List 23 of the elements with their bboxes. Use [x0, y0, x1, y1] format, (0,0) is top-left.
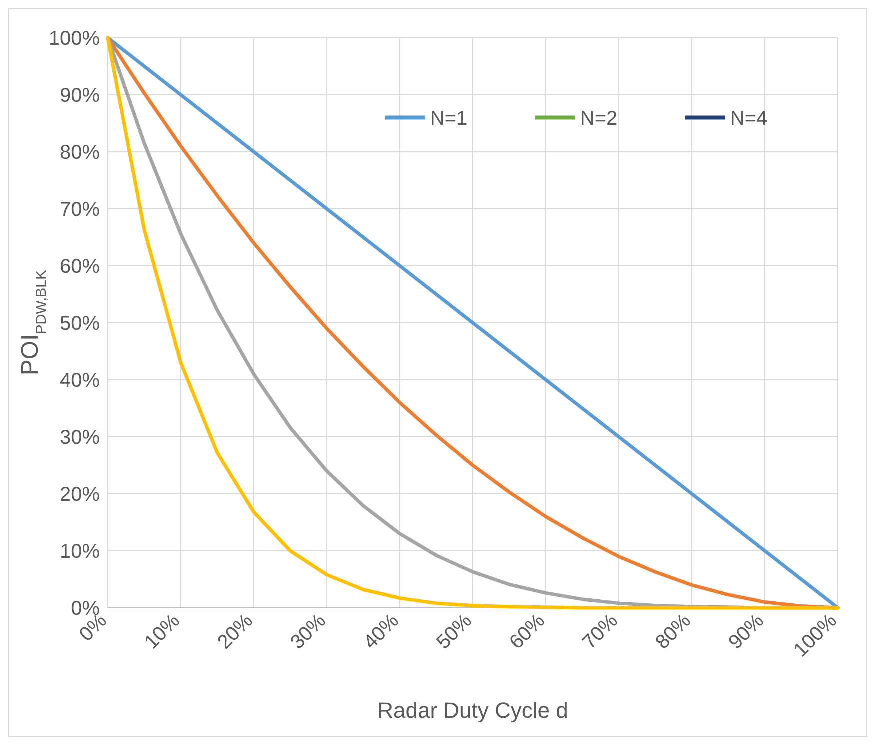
y-tick-label: 80%: [60, 142, 100, 164]
y-tick-label: 50%: [60, 313, 100, 335]
y-tick-label: 20%: [60, 484, 100, 506]
y-tick-label: 10%: [60, 541, 100, 563]
legend-label: N=4: [730, 108, 768, 130]
legend-label: N=1: [430, 108, 468, 130]
y-tick-label: 70%: [60, 199, 100, 221]
y-tick-label: 40%: [60, 370, 100, 392]
x-tick-label: 50%: [432, 610, 477, 654]
legend-label: N=2: [580, 108, 618, 130]
x-tick-label: 70%: [578, 610, 623, 654]
y-tick-label: 30%: [60, 427, 100, 449]
y-tick-label: 90%: [60, 85, 100, 107]
x-tick-label: 10%: [140, 610, 185, 654]
y-tick-label: 100%: [48, 28, 100, 50]
x-tick-label: 90%: [724, 610, 769, 654]
line-series: [106, 36, 840, 610]
x-tick-label: 40%: [360, 610, 404, 654]
x-tick-label: 30%: [286, 610, 331, 654]
x-tick-label: 80%: [652, 610, 696, 654]
x-axis-title: Radar Duty Cycle d: [378, 698, 568, 723]
x-tick-label: 60%: [506, 610, 550, 654]
y-tick-label: 60%: [60, 256, 100, 278]
